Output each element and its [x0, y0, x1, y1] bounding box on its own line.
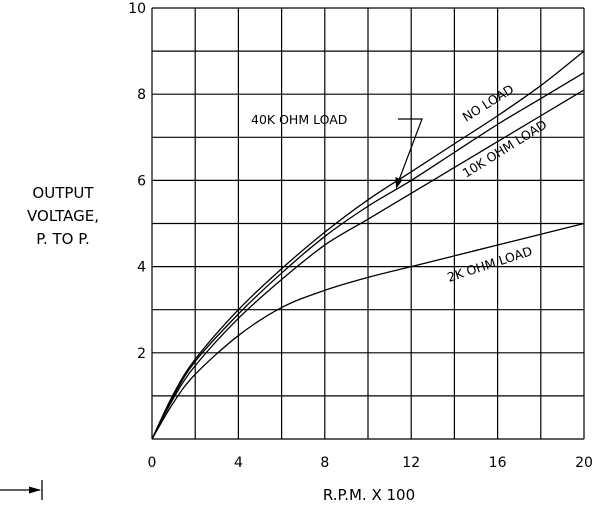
- x-tick-label: 12: [402, 455, 420, 471]
- plot-grid: [151, 7, 585, 440]
- x-tick-label: 4: [234, 455, 243, 471]
- y-tick-label: 2: [137, 346, 146, 362]
- y-axis-title-line-1: OUTPUT: [32, 184, 94, 202]
- y-tick-label: 8: [137, 87, 146, 103]
- series-line-10k-ohm-load: [151, 89, 585, 440]
- series-label-40k-ohm-load: 40K OHM LOAD: [251, 112, 347, 127]
- y-axis-title: OUTPUT VOLTAGE, P. TO P.: [27, 184, 99, 248]
- x-axis-title: R.P.M. X 100: [323, 486, 415, 504]
- x-tick-label: 20: [575, 455, 593, 471]
- x-tick-label: 0: [148, 455, 157, 471]
- x-tick-label: 8: [320, 455, 329, 471]
- series-label-2k-ohm-load: 2K OHM LOAD: [445, 243, 534, 285]
- series-line-40k-ohm-load: [151, 72, 585, 440]
- y-axis-title-line-3: P. TO P.: [36, 230, 89, 248]
- y-tick-label: 6: [137, 173, 146, 189]
- y-tick-label: 10: [128, 1, 146, 17]
- series-label-10k-ohm-load: 10K OHM LOAD: [460, 117, 550, 181]
- curves: [151, 50, 585, 440]
- y-axis-title-line-2: VOLTAGE,: [27, 207, 99, 225]
- series-line-2k-ohm-load: [151, 222, 585, 440]
- x-tick-label: 16: [489, 455, 507, 471]
- series-line-no-load: [151, 50, 585, 440]
- leader-line-40k: [398, 118, 423, 181]
- y-tick-label: 4: [137, 260, 146, 276]
- dimension-arrow: [0, 480, 43, 500]
- leader-arrowhead-40k: [395, 177, 403, 189]
